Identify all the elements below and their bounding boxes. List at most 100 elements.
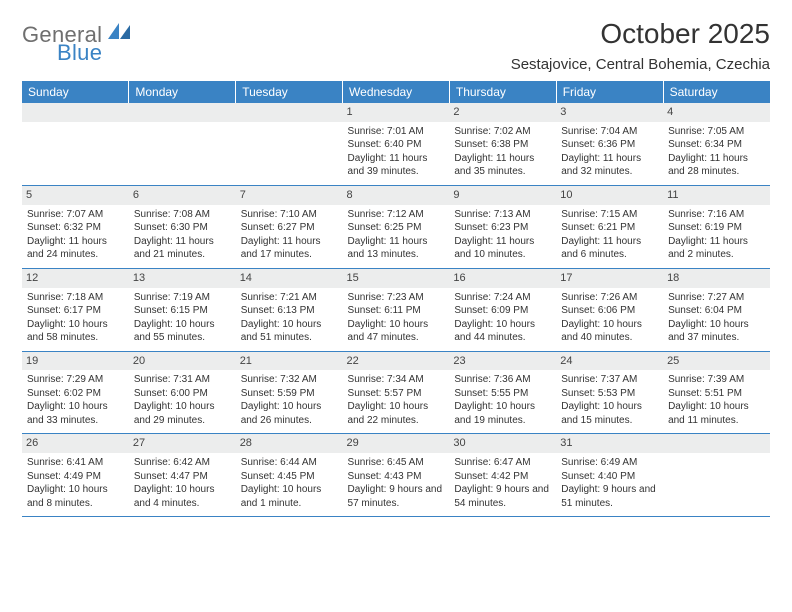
calendar-day-cell: 2Sunrise: 7:02 AMSunset: 6:38 PMDaylight… [449, 103, 556, 185]
sunrise-line: Sunrise: 7:39 AM [668, 373, 765, 387]
daylight-line: Daylight: 10 hours and 19 minutes. [454, 400, 551, 427]
calendar-day-cell: 19Sunrise: 7:29 AMSunset: 6:02 PMDayligh… [22, 351, 129, 434]
daylight-line: Daylight: 11 hours and 24 minutes. [27, 235, 124, 262]
daylight-line: Daylight: 11 hours and 2 minutes. [668, 235, 765, 262]
calendar-empty-cell [663, 434, 770, 517]
sunset-line: Sunset: 6:04 PM [668, 304, 765, 318]
calendar-table: SundayMondayTuesdayWednesdayThursdayFrid… [22, 81, 770, 517]
weekday-header: Thursday [449, 81, 556, 103]
sunrise-line: Sunrise: 7:37 AM [561, 373, 658, 387]
calendar-day-cell: 26Sunrise: 6:41 AMSunset: 4:49 PMDayligh… [22, 434, 129, 517]
calendar-day-cell: 12Sunrise: 7:18 AMSunset: 6:17 PMDayligh… [22, 268, 129, 351]
sunset-line: Sunset: 6:19 PM [668, 221, 765, 235]
location-text: Sestajovice, Central Bohemia, Czechia [511, 56, 770, 73]
daylight-line: Daylight: 11 hours and 35 minutes. [454, 152, 551, 179]
calendar-day-cell: 31Sunrise: 6:49 AMSunset: 4:40 PMDayligh… [556, 434, 663, 517]
day-number: 27 [129, 434, 236, 453]
day-number-empty [129, 103, 236, 122]
day-number-empty [236, 103, 343, 122]
sunset-line: Sunset: 4:49 PM [27, 470, 124, 484]
day-number: 17 [556, 269, 663, 288]
sunrise-line: Sunrise: 7:31 AM [134, 373, 231, 387]
sunrise-line: Sunrise: 7:16 AM [668, 208, 765, 222]
daylight-line: Daylight: 10 hours and 40 minutes. [561, 318, 658, 345]
daylight-line: Daylight: 10 hours and 1 minute. [241, 483, 338, 510]
day-number: 31 [556, 434, 663, 453]
daylight-line: Daylight: 11 hours and 39 minutes. [348, 152, 445, 179]
daylight-line: Daylight: 10 hours and 55 minutes. [134, 318, 231, 345]
day-number: 12 [22, 269, 129, 288]
calendar-day-cell: 10Sunrise: 7:15 AMSunset: 6:21 PMDayligh… [556, 185, 663, 268]
sunrise-line: Sunrise: 7:18 AM [27, 291, 124, 305]
calendar-day-cell: 6Sunrise: 7:08 AMSunset: 6:30 PMDaylight… [129, 185, 236, 268]
calendar-day-cell: 14Sunrise: 7:21 AMSunset: 6:13 PMDayligh… [236, 268, 343, 351]
day-number: 10 [556, 186, 663, 205]
sunrise-line: Sunrise: 6:41 AM [27, 456, 124, 470]
day-number: 3 [556, 103, 663, 122]
day-number: 24 [556, 352, 663, 371]
sunset-line: Sunset: 6:27 PM [241, 221, 338, 235]
calendar-day-cell: 4Sunrise: 7:05 AMSunset: 6:34 PMDaylight… [663, 103, 770, 185]
sunset-line: Sunset: 6:23 PM [454, 221, 551, 235]
calendar-day-cell: 11Sunrise: 7:16 AMSunset: 6:19 PMDayligh… [663, 185, 770, 268]
daylight-line: Daylight: 10 hours and 33 minutes. [27, 400, 124, 427]
day-number: 29 [343, 434, 450, 453]
weekday-header: Tuesday [236, 81, 343, 103]
sunset-line: Sunset: 6:11 PM [348, 304, 445, 318]
calendar-day-cell: 3 Sunrise: 7:04 AMSunset: 6:36 PMDaylight… [556, 103, 663, 185]
daylight-line: Daylight: 11 hours and 32 minutes. [561, 152, 658, 179]
sunset-line: Sunset: 6:25 PM [348, 221, 445, 235]
sunset-line: Sunset: 4:45 PM [241, 470, 338, 484]
calendar-day-cell: 29Sunrise: 6:45 AMSunset: 4:43 PMDayligh… [343, 434, 450, 517]
header: General Blue October 2025 Sestajovice, C… [22, 18, 770, 73]
day-number: 7 [236, 186, 343, 205]
calendar-empty-cell [129, 103, 236, 185]
sunrise-line: Sunrise: 6:47 AM [454, 456, 551, 470]
day-number: 14 [236, 269, 343, 288]
day-number: 4 [663, 103, 770, 122]
weekday-header: Saturday [663, 81, 770, 103]
daylight-line: Daylight: 11 hours and 17 minutes. [241, 235, 338, 262]
day-number: 2 [449, 103, 556, 122]
sunset-line: Sunset: 6:34 PM [668, 138, 765, 152]
weekday-header: Sunday [22, 81, 129, 103]
sunset-line: Sunset: 5:53 PM [561, 387, 658, 401]
sunset-line: Sunset: 4:43 PM [348, 470, 445, 484]
daylight-line: Daylight: 10 hours and 22 minutes. [348, 400, 445, 427]
sunset-line: Sunset: 6:02 PM [27, 387, 124, 401]
calendar-day-cell: 7 Sunrise: 7:10 AMSunset: 6:27 PMDaylight… [236, 185, 343, 268]
sunset-line: Sunset: 5:59 PM [241, 387, 338, 401]
calendar-day-cell: 30Sunrise: 6:47 AMSunset: 4:42 PMDayligh… [449, 434, 556, 517]
day-number: 9 [449, 186, 556, 205]
calendar-day-cell: 1Sunrise: 7:01 AMSunset: 6:40 PMDaylight… [343, 103, 450, 185]
sunrise-line: Sunrise: 7:36 AM [454, 373, 551, 387]
day-number: 28 [236, 434, 343, 453]
sunrise-line: Sunrise: 7:13 AM [454, 208, 551, 222]
sunset-line: Sunset: 6:30 PM [134, 221, 231, 235]
sunrise-line: Sunrise: 7:34 AM [348, 373, 445, 387]
calendar-day-cell: 17 Sunrise: 7:26 AMSunset: 6:06 PMDayligh… [556, 268, 663, 351]
sunrise-line: Sunrise: 7:07 AM [27, 208, 124, 222]
weekday-header: Monday [129, 81, 236, 103]
sunset-line: Sunset: 6:17 PM [27, 304, 124, 318]
calendar-day-cell: 21Sunrise: 7:32 AMSunset: 5:59 PMDayligh… [236, 351, 343, 434]
calendar-week-row: 12 Sunrise: 7:18 AMSunset: 6:17 PM Dayligh… [22, 268, 770, 351]
sunrise-line: Sunrise: 6:44 AM [241, 456, 338, 470]
sunset-line: Sunset: 6:21 PM [561, 221, 658, 235]
logo-text-blue: Blue [57, 40, 102, 66]
sunrise-line: Sunrise: 7:27 AM [668, 291, 765, 305]
daylight-line: Daylight: 11 hours and 28 minutes. [668, 152, 765, 179]
sunset-line: Sunset: 6:06 PM [561, 304, 658, 318]
sunset-line: Sunset: 6:32 PM [27, 221, 124, 235]
day-number: 8 [343, 186, 450, 205]
sunrise-line: Sunrise: 7:12 AM [348, 208, 445, 222]
sunset-line: Sunset: 6:00 PM [134, 387, 231, 401]
sunrise-line: Sunrise: 7:32 AM [241, 373, 338, 387]
day-number: 18 [663, 269, 770, 288]
sunset-line: Sunset: 6:36 PM [561, 138, 658, 152]
sunset-line: Sunset: 5:57 PM [348, 387, 445, 401]
day-number: 23 [449, 352, 556, 371]
sunrise-line: Sunrise: 7:26 AM [561, 291, 658, 305]
sunrise-line: Sunrise: 7:10 AM [241, 208, 338, 222]
sunrise-line: Sunrise: 7:04 AM [561, 125, 658, 139]
